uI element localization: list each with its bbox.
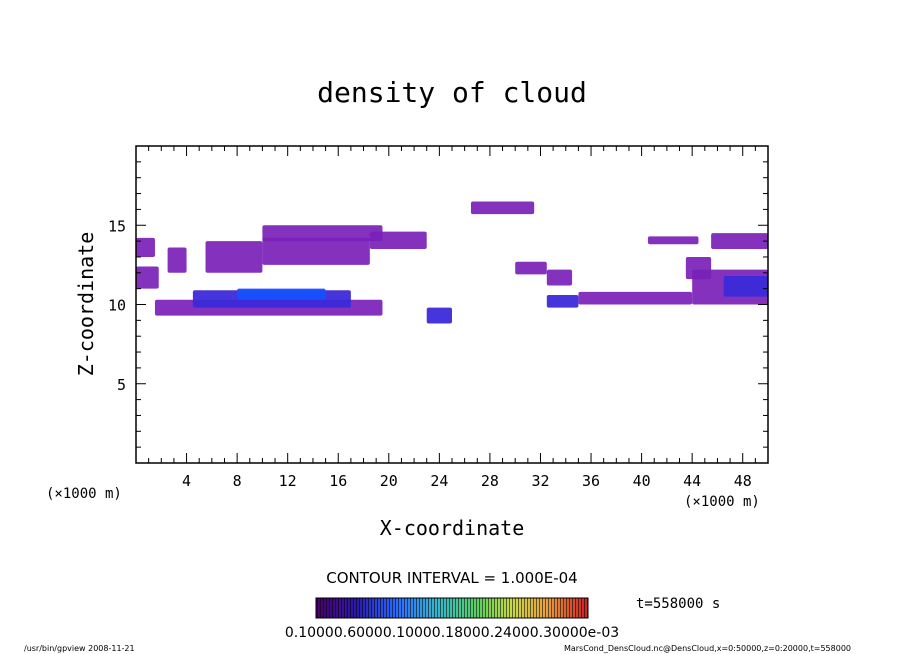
time-label: t=558000 s bbox=[636, 596, 720, 612]
cloud-region bbox=[470, 201, 535, 215]
x-tick-label: 36 bbox=[582, 472, 600, 490]
x-unit-right: (×1000 m) bbox=[684, 494, 760, 510]
y-axis-label: Z-coordinate bbox=[74, 232, 98, 377]
x-tick-label: 4 bbox=[182, 472, 191, 490]
x-tick-label: 24 bbox=[430, 472, 448, 490]
cloud-region bbox=[578, 291, 693, 305]
cloud-region bbox=[711, 233, 768, 250]
footer-left: /usr/bin/gpview 2008-11-21 bbox=[24, 644, 135, 653]
colorbar bbox=[315, 597, 589, 619]
y-tick-label: 15 bbox=[108, 217, 126, 235]
x-unit-left: (×1000 m) bbox=[46, 486, 122, 502]
x-tick-label: 32 bbox=[531, 472, 549, 490]
cloud-region bbox=[515, 261, 547, 275]
x-tick-label: 40 bbox=[633, 472, 651, 490]
y-tick-label: 5 bbox=[117, 376, 126, 394]
x-axis-label: X-coordinate bbox=[380, 516, 525, 540]
cloud-region bbox=[426, 307, 452, 324]
cloud-region bbox=[647, 236, 699, 245]
colorbar-labels: 0.10000.60000.10000.18000.24000.30000e-0… bbox=[285, 625, 619, 641]
axis-ticks bbox=[136, 146, 768, 463]
cloud-region bbox=[546, 294, 579, 308]
cloud-region bbox=[237, 288, 326, 300]
x-tick-label: 12 bbox=[279, 472, 297, 490]
cloud-region bbox=[546, 269, 573, 286]
cloud-region bbox=[262, 237, 370, 265]
x-tick-label: 28 bbox=[481, 472, 499, 490]
cloud-region bbox=[262, 225, 383, 242]
x-tick-label: 48 bbox=[734, 472, 752, 490]
x-tick-label: 16 bbox=[329, 472, 347, 490]
chart-title: density of cloud bbox=[317, 76, 587, 109]
x-tick-label: 44 bbox=[683, 472, 701, 490]
contour-interval: CONTOUR INTERVAL = 1.000E-04 bbox=[326, 569, 577, 587]
cloud-region bbox=[136, 266, 159, 289]
cloud-region bbox=[167, 247, 187, 273]
footer-right: MarsCond_DensCloud.nc@DensCloud,x=0:5000… bbox=[564, 644, 851, 653]
cloud-region bbox=[369, 231, 427, 250]
x-tick-label: 8 bbox=[233, 472, 242, 490]
cloud-region bbox=[723, 275, 768, 297]
y-tick-label: 10 bbox=[108, 297, 126, 315]
cloud-region bbox=[136, 237, 155, 257]
x-tick-label: 20 bbox=[380, 472, 398, 490]
cloud-regions bbox=[136, 201, 768, 324]
cloud-region bbox=[205, 241, 263, 273]
